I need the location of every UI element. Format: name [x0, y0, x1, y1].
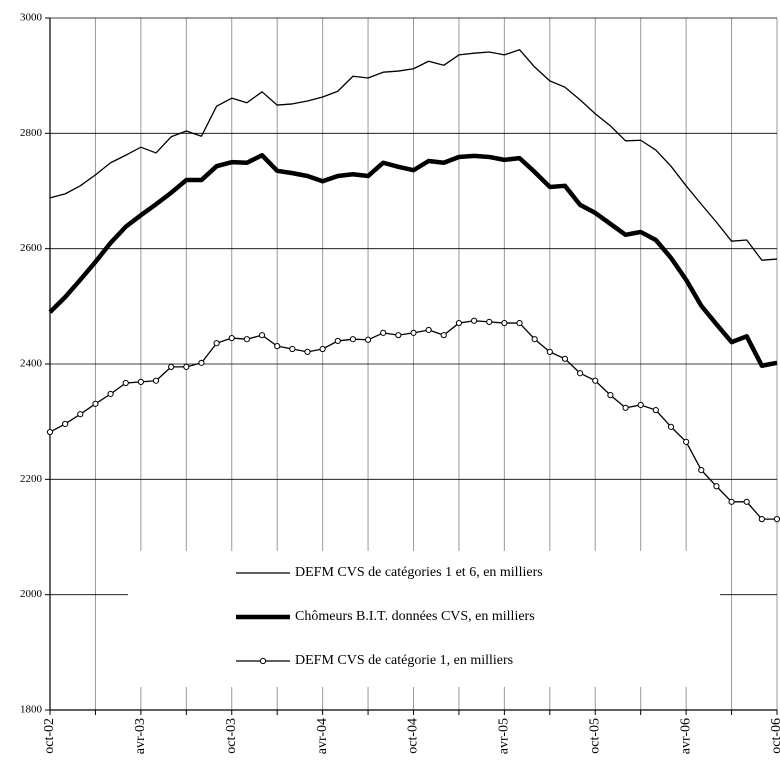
point	[516, 319, 523, 327]
point	[349, 336, 357, 343]
y-tick-label: 1800	[20, 704, 43, 716]
point	[334, 337, 341, 345]
x-tick-label: avr-05	[497, 718, 512, 754]
point	[607, 392, 614, 399]
point	[364, 336, 372, 343]
y-tick-label: 2600	[20, 242, 43, 254]
y-tick-label: 2800	[20, 127, 43, 139]
point	[77, 411, 84, 418]
point	[637, 401, 644, 409]
legend: DEFM CVS de catégories 1 et 6, en millie…	[236, 565, 543, 668]
point	[561, 355, 569, 362]
series-line	[48, 152, 778, 368]
point	[743, 498, 750, 505]
point	[92, 400, 99, 407]
legend-marker	[259, 657, 267, 665]
point	[183, 363, 190, 370]
point	[592, 377, 599, 384]
plot	[46, 49, 780, 523]
point	[152, 377, 160, 384]
x-tick-label: oct-02	[42, 718, 57, 754]
y-tick-label: 3000	[20, 12, 43, 24]
point	[137, 378, 144, 385]
point	[107, 390, 114, 398]
point	[773, 516, 780, 523]
point	[228, 334, 235, 342]
legend-label: DEFM CVS de catégorie 1, en milliers	[295, 653, 513, 668]
point	[304, 348, 311, 355]
point	[198, 359, 205, 366]
point	[486, 318, 493, 326]
point	[319, 345, 326, 353]
point	[425, 326, 432, 334]
point	[470, 317, 478, 324]
legend-box	[128, 551, 720, 687]
point	[62, 420, 69, 428]
point	[440, 332, 447, 339]
series-line	[49, 49, 778, 261]
x-tick-label: oct-04	[406, 718, 421, 754]
y-tick-label: 2000	[20, 588, 43, 600]
y-tick-label: 2400	[20, 358, 43, 370]
point	[713, 483, 720, 490]
point	[455, 319, 463, 327]
point	[380, 329, 387, 336]
y-tick-label: 2200	[20, 473, 43, 485]
point	[501, 319, 508, 327]
point	[258, 332, 266, 339]
point	[46, 428, 54, 436]
x-tick-label: avr-03	[133, 718, 148, 754]
x-tick-label: avr-04	[315, 718, 330, 754]
legend-label: Chômeurs B.I.T. données CVS, en milliers	[295, 609, 535, 624]
point	[410, 329, 417, 336]
point	[289, 345, 296, 353]
point	[168, 363, 175, 370]
point	[546, 348, 553, 355]
point	[698, 467, 705, 474]
point	[728, 498, 735, 505]
x-tick-label: avr-06	[678, 718, 693, 754]
point	[122, 379, 129, 387]
x-tick-label: oct-05	[587, 718, 602, 754]
point	[622, 404, 629, 411]
point	[274, 343, 281, 350]
point	[667, 423, 675, 430]
x-tick-label: oct-03	[224, 718, 239, 754]
legend-label: DEFM CVS de catégories 1 et 6, en millie…	[295, 565, 543, 580]
point	[758, 516, 765, 523]
point	[213, 340, 220, 347]
point	[577, 370, 584, 377]
point	[395, 332, 402, 339]
point	[243, 336, 250, 343]
point	[531, 336, 538, 343]
x-tick-label: oct-06	[769, 718, 780, 754]
point	[683, 438, 690, 445]
point	[652, 407, 659, 414]
